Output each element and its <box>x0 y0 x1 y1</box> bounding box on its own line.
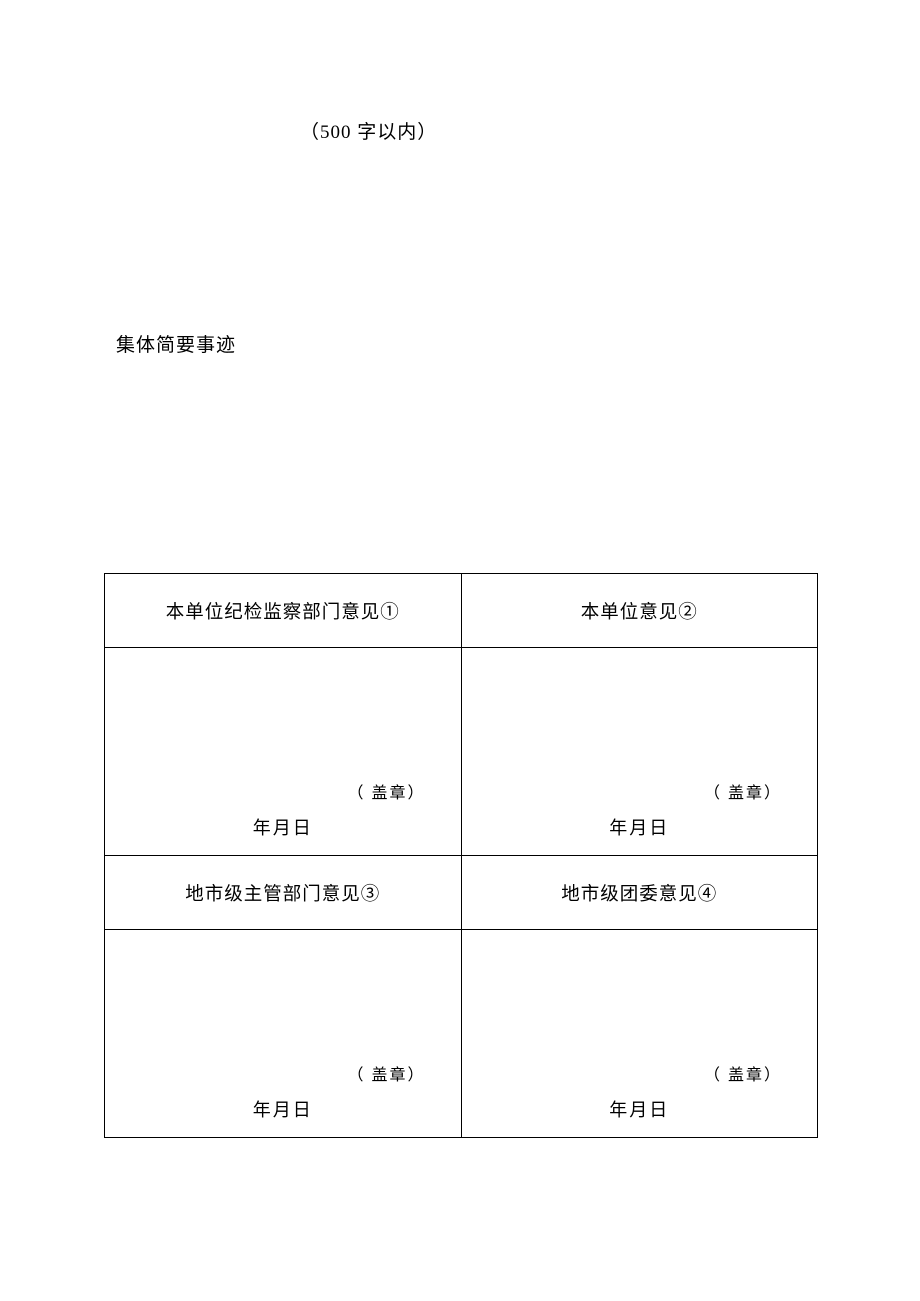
stamp-label: （ 盖章） <box>347 779 425 803</box>
date-label: 年月日 <box>462 1096 818 1122</box>
word-limit-note: （500 字以内） <box>300 117 437 144</box>
stamp-label: （ 盖章） <box>704 779 782 803</box>
opinion-header-2: 本单位意见② <box>461 574 818 648</box>
table-header-row-1: 本单位纪检监察部门意见① 本单位意见② <box>105 574 818 648</box>
stamp-label: （ 盖章） <box>347 1061 425 1085</box>
table-content-row-1: （ 盖章） 年月日 （ 盖章） 年月日 <box>105 648 818 856</box>
date-label: 年月日 <box>105 814 461 840</box>
opinion-content-3: （ 盖章） 年月日 <box>105 930 462 1138</box>
opinion-content-2: （ 盖章） 年月日 <box>461 648 818 856</box>
table-content-row-2: （ 盖章） 年月日 （ 盖章） 年月日 <box>105 930 818 1138</box>
opinion-header-4: 地市级团委意见④ <box>461 856 818 930</box>
opinion-table: 本单位纪检监察部门意见① 本单位意见② （ 盖章） 年月日 （ 盖章） 年月日 … <box>104 573 818 1138</box>
opinion-content-1: （ 盖章） 年月日 <box>105 648 462 856</box>
date-label: 年月日 <box>462 814 818 840</box>
opinion-content-4: （ 盖章） 年月日 <box>461 930 818 1138</box>
table-header-row-2: 地市级主管部门意见③ 地市级团委意见④ <box>105 856 818 930</box>
date-label: 年月日 <box>105 1096 461 1122</box>
section-label: 集体简要事迹 <box>116 330 236 357</box>
opinion-header-3: 地市级主管部门意见③ <box>105 856 462 930</box>
opinion-header-1: 本单位纪检监察部门意见① <box>105 574 462 648</box>
stamp-label: （ 盖章） <box>704 1061 782 1085</box>
